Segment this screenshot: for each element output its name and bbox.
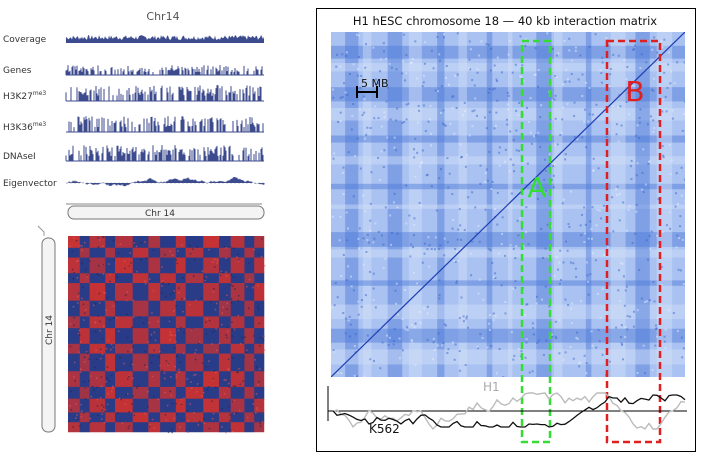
chr14-figure: Chr14 Coverage Genes H3K27me3 H3K36me3 DNAse…: [0, 0, 300, 455]
h1-eigenvector-line: [332, 392, 686, 431]
track-label: Coverage: [3, 35, 47, 45]
chr18-figure-canvas: H1 hESC chromosome 18 — 40 kb interactio…: [327, 14, 687, 444]
track-label: Genes: [3, 66, 32, 76]
interaction-matrix: [331, 32, 685, 377]
region-a-label: A: [527, 171, 546, 204]
chr14-figure-canvas: Chr14 Coverage Genes H3K27me3 H3K36me3 DNAse…: [3, 10, 266, 434]
scale-bar-label: 5 MB: [361, 77, 389, 90]
matrix-title: H1 hESC chromosome 18 — 40 kb interactio…: [353, 14, 657, 28]
track-signal: [66, 35, 264, 43]
scale-bar: 5 MB: [356, 77, 389, 98]
track-label: DNAseI: [3, 152, 36, 162]
region-b-box: B: [605, 39, 662, 444]
track-label: H3K36me3: [3, 121, 46, 133]
track-signal: [65, 65, 264, 76]
horizontal-ideogram-label: Chr 14: [145, 209, 175, 219]
region-a-box: A: [520, 39, 552, 444]
k562-eigenvector-line: [332, 394, 686, 428]
chr18-figure: H1 hESC chromosome 18 — 40 kb interactio…: [316, 8, 696, 452]
track-signal: [65, 85, 264, 102]
h1-track-label: H1: [483, 380, 500, 394]
chr14-heatmap: [68, 236, 266, 434]
track-signal: [65, 177, 265, 187]
vertical-ideogram-label: Chr 14: [45, 315, 55, 345]
k562-track-label: K562: [369, 422, 400, 436]
horizontal-ideogram: Chr 14: [66, 203, 265, 220]
eigenvector-tracks: H1 K562: [327, 380, 687, 436]
track-label: Eigenvector: [3, 179, 57, 189]
track-signal: [66, 116, 264, 133]
track-labels: Coverage Genes H3K27me3 H3K36me3 DNAseI Eigen…: [3, 35, 57, 189]
chromosome-title: Chr14: [146, 10, 179, 23]
track-label: H3K27me3: [3, 90, 46, 102]
vertical-ideogram: Chr 14: [37, 225, 56, 433]
track-signal: [65, 145, 264, 162]
region-b-label: B: [625, 75, 644, 108]
tracks: [65, 35, 265, 187]
